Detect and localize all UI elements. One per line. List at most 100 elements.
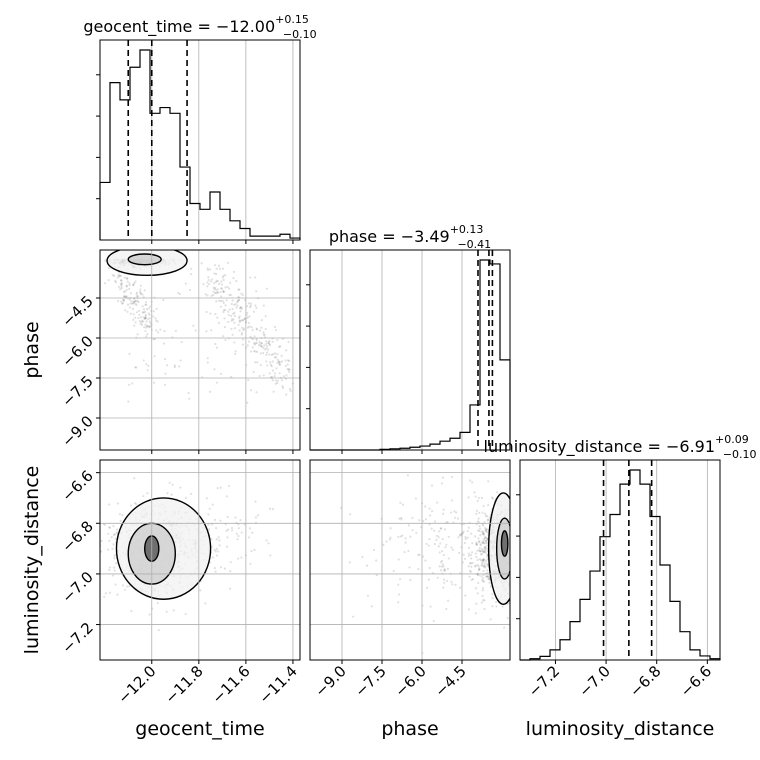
sample-point bbox=[194, 329, 197, 332]
sample-point bbox=[236, 304, 239, 307]
sample-point bbox=[241, 293, 244, 296]
sample-point bbox=[240, 307, 244, 310]
sample-point bbox=[116, 276, 119, 279]
sample-point bbox=[248, 527, 252, 530]
sample-point bbox=[484, 542, 487, 545]
sample-point bbox=[485, 541, 489, 544]
sample-point bbox=[513, 536, 515, 538]
sample-point bbox=[517, 546, 519, 548]
sample-point bbox=[514, 519, 516, 521]
sample-point bbox=[484, 547, 487, 550]
sample-point bbox=[514, 552, 516, 554]
sample-point bbox=[483, 562, 486, 565]
sample-point bbox=[133, 281, 136, 285]
sample-point bbox=[124, 295, 127, 299]
sample-point bbox=[442, 512, 445, 515]
sample-point bbox=[268, 342, 271, 346]
sample-point bbox=[239, 319, 242, 322]
sample-point bbox=[478, 539, 481, 543]
sample-point bbox=[144, 329, 147, 333]
sample-point bbox=[470, 565, 473, 568]
sample-point bbox=[215, 526, 218, 530]
sample-point bbox=[474, 495, 477, 498]
sample-point bbox=[277, 360, 280, 363]
sample-point bbox=[187, 391, 190, 395]
sample-point bbox=[238, 319, 241, 322]
sample-point bbox=[129, 312, 132, 315]
sample-point bbox=[243, 317, 247, 320]
sample-point bbox=[146, 333, 149, 336]
sample-point bbox=[120, 279, 123, 282]
sample-point bbox=[486, 515, 489, 518]
sample-point bbox=[122, 290, 126, 293]
sample-point bbox=[155, 319, 158, 322]
sample-point bbox=[455, 511, 458, 514]
sample-point bbox=[512, 539, 514, 541]
sample-point bbox=[221, 267, 225, 270]
sample-point bbox=[477, 568, 481, 572]
sample-point bbox=[122, 299, 126, 303]
x-tick-label: −11.8 bbox=[161, 662, 206, 707]
sample-point bbox=[511, 568, 513, 570]
sample-point bbox=[515, 527, 517, 529]
sample-point bbox=[153, 355, 156, 358]
sample-point bbox=[138, 290, 142, 293]
sample-point bbox=[130, 610, 133, 613]
sample-point bbox=[458, 533, 462, 536]
sample-point bbox=[511, 579, 513, 581]
sample-point bbox=[225, 545, 229, 548]
sample-point bbox=[525, 563, 527, 565]
sample-point bbox=[209, 312, 212, 315]
sample-point bbox=[219, 290, 222, 294]
sample-point bbox=[481, 523, 484, 526]
sample-point bbox=[141, 311, 144, 314]
sample-point bbox=[225, 299, 228, 302]
sample-point bbox=[145, 300, 148, 304]
sample-point bbox=[240, 331, 244, 335]
x-tick-label: −12.0 bbox=[114, 662, 159, 707]
sample-point bbox=[206, 361, 209, 364]
sample-point bbox=[445, 543, 448, 546]
sample-point bbox=[135, 503, 138, 506]
sample-point bbox=[481, 559, 485, 562]
sample-point bbox=[209, 268, 212, 271]
sample-point bbox=[255, 306, 258, 309]
x-tick-label: −11.6 bbox=[208, 662, 253, 707]
sample-point bbox=[516, 546, 518, 548]
sample-point bbox=[479, 549, 482, 553]
sample-point bbox=[475, 541, 478, 544]
sample-point bbox=[211, 503, 214, 506]
sample-point bbox=[224, 308, 227, 311]
sample-point bbox=[111, 274, 114, 277]
sample-point bbox=[233, 303, 236, 306]
sample-point bbox=[481, 541, 485, 545]
sample-point bbox=[478, 525, 481, 528]
sample-point bbox=[114, 583, 117, 586]
sample-point bbox=[482, 565, 486, 568]
sample-point bbox=[115, 528, 119, 531]
sample-point bbox=[260, 318, 264, 322]
sample-point bbox=[133, 324, 136, 327]
sample-point bbox=[525, 601, 527, 603]
sample-point bbox=[119, 519, 122, 523]
sample-point bbox=[126, 303, 130, 306]
sample-point bbox=[476, 558, 479, 562]
sample-point bbox=[241, 343, 245, 346]
sample-point bbox=[177, 291, 180, 295]
sample-point bbox=[480, 562, 484, 565]
sample-point bbox=[275, 367, 278, 370]
sample-point bbox=[445, 607, 448, 611]
sample-point bbox=[142, 308, 146, 311]
sample-point bbox=[439, 569, 443, 572]
sample-point bbox=[511, 507, 513, 509]
sample-point bbox=[205, 497, 208, 500]
sample-point bbox=[110, 536, 113, 539]
sample-point bbox=[155, 307, 158, 311]
sample-point bbox=[107, 278, 110, 282]
x-tick-label: −6.8 bbox=[626, 662, 664, 700]
sample-point bbox=[171, 483, 174, 486]
sample-point bbox=[427, 578, 430, 581]
sample-point bbox=[276, 358, 279, 361]
sample-point bbox=[428, 538, 431, 541]
sample-point bbox=[135, 291, 139, 294]
